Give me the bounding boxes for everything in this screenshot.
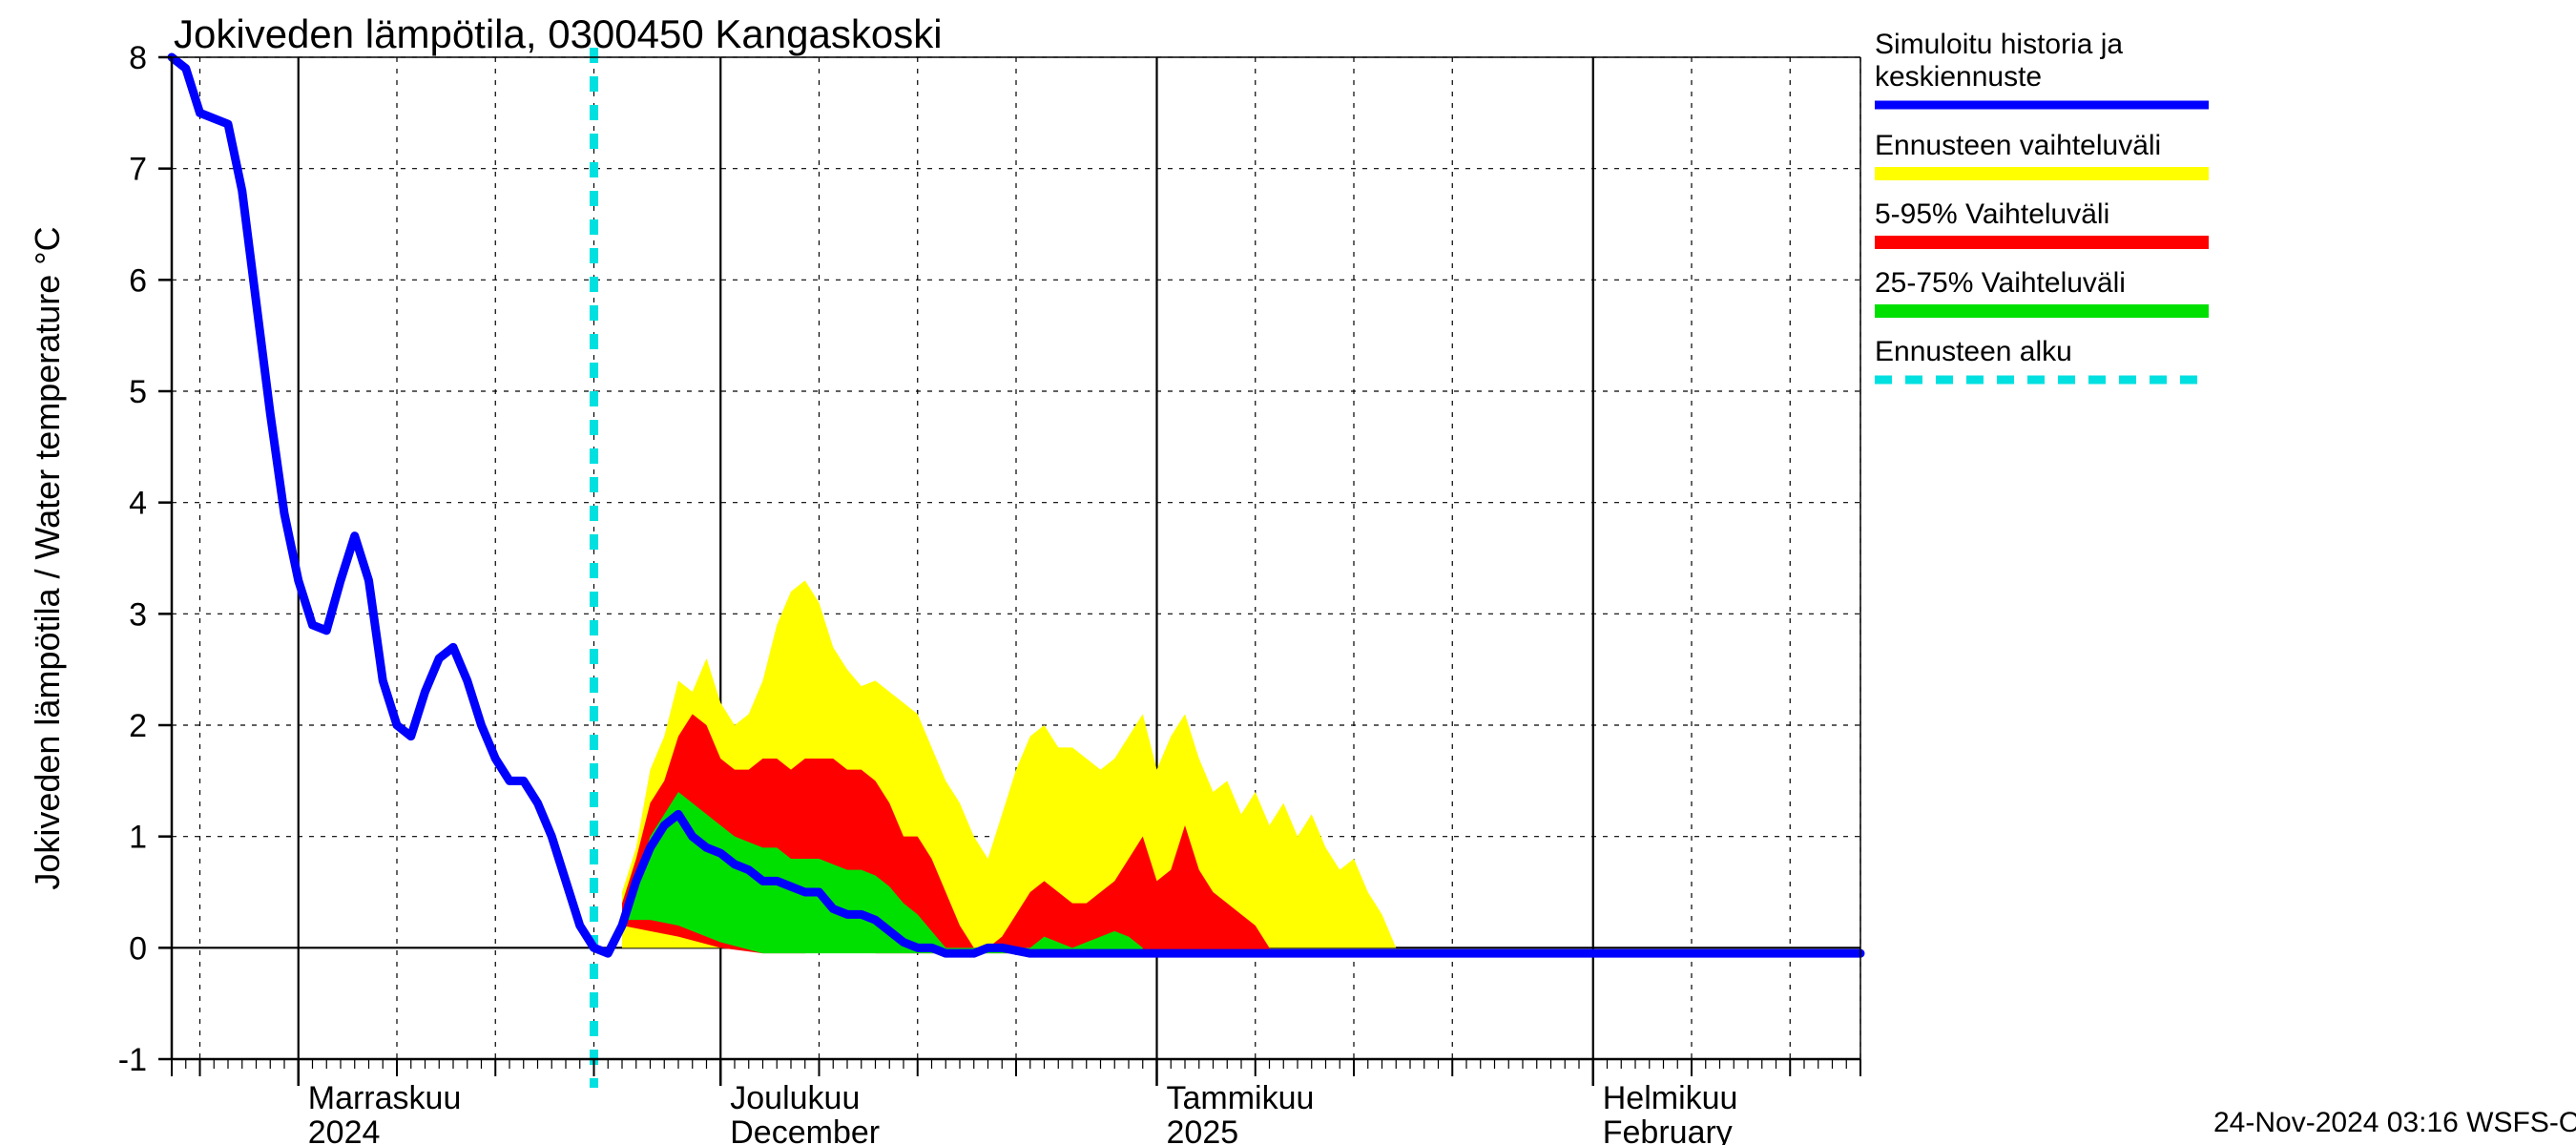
x-month-label-2: 2024 bbox=[308, 1114, 381, 1145]
x-month-label-2: 2025 bbox=[1167, 1114, 1239, 1145]
y-tick-label: 0 bbox=[129, 930, 147, 967]
chart-title: Jokiveden lämpötila, 0300450 Kangaskoski bbox=[174, 11, 943, 56]
y-tick-label: 5 bbox=[129, 374, 147, 410]
legend-label: Ennusteen vaihteluväli bbox=[1875, 130, 2161, 161]
y-tick-label: 3 bbox=[129, 596, 147, 633]
y-tick-label: 2 bbox=[129, 708, 147, 744]
y-tick-label: -1 bbox=[118, 1042, 147, 1078]
legend-label: keskiennuste bbox=[1875, 61, 2042, 93]
y-tick-label: 1 bbox=[129, 820, 147, 856]
y-tick-label: 8 bbox=[129, 40, 147, 76]
y-tick-label: 4 bbox=[129, 486, 147, 522]
x-month-label-2: February bbox=[1603, 1114, 1733, 1145]
legend-label: Ennusteen alku bbox=[1875, 336, 2072, 367]
legend-label: 5-95% Vaihteluväli bbox=[1875, 198, 2109, 230]
y-axis-label: Jokiveden lämpötila / Water temperature … bbox=[28, 226, 67, 889]
x-month-label-1: Tammikuu bbox=[1167, 1080, 1315, 1116]
y-tick-label: 7 bbox=[129, 152, 147, 188]
x-month-label-1: Helmikuu bbox=[1603, 1080, 1738, 1116]
x-month-label-2: December bbox=[730, 1114, 880, 1145]
legend-label: 25-75% Vaihteluväli bbox=[1875, 267, 2126, 299]
legend-label: Simuloitu historia ja bbox=[1875, 29, 2123, 60]
y-tick-label: 6 bbox=[129, 262, 147, 299]
footer-timestamp: 24-Nov-2024 03:16 WSFS-O bbox=[2213, 1107, 2576, 1138]
water-temperature-chart: -1 0 1 2 3 4 5 6 7 8 Marraskuu2024 JoulukuuDecember… bbox=[0, 0, 2576, 1145]
x-month-label-1: Joulukuu bbox=[730, 1080, 860, 1116]
x-month-label-1: Marraskuu bbox=[308, 1080, 462, 1116]
